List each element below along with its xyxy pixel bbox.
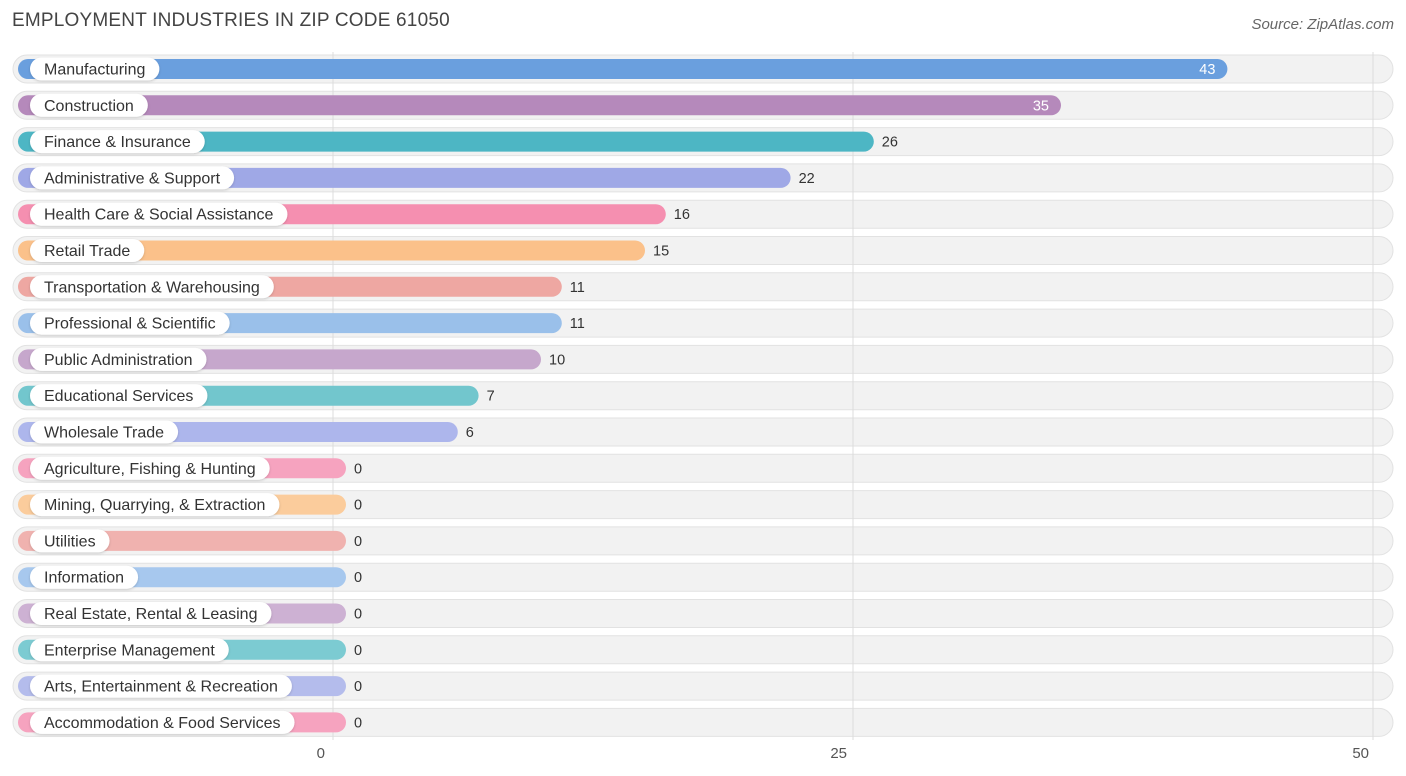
value-label: 0: [354, 643, 362, 659]
category-label: Information: [44, 570, 124, 587]
category-label-pill: [30, 529, 110, 553]
chart-title: EMPLOYMENT INDUSTRIES IN ZIP CODE 61050: [12, 10, 450, 31]
value-label: 0: [354, 498, 362, 514]
category-label: Professional & Scientific: [44, 316, 216, 333]
category-label: Retail Trade: [44, 243, 130, 260]
bar-construction[interactable]: [18, 95, 1061, 116]
category-label-pill: [30, 602, 272, 625]
value-label: 43: [1199, 62, 1215, 78]
value-label: 0: [354, 534, 362, 550]
category-label: Agriculture, Fishing & Hunting: [44, 461, 256, 478]
category-label: Arts, Entertainment & Recreation: [44, 679, 278, 696]
value-label: 11: [570, 316, 585, 332]
category-label-pill: [30, 638, 229, 662]
row-background: [12, 707, 1394, 737]
category-label-pill: [30, 347, 207, 371]
x-tick-label: 0: [317, 745, 325, 762]
row-background: [12, 671, 1394, 701]
value-label: 15: [653, 244, 669, 260]
value-label: 22: [799, 171, 815, 187]
value-label: 7: [487, 389, 495, 405]
category-label: Utilities: [44, 533, 96, 550]
row-background: [12, 562, 1394, 592]
category-label: Public Administration: [44, 352, 193, 369]
category-label: Educational Services: [44, 388, 193, 405]
value-label: 16: [674, 207, 690, 223]
category-label: Manufacturing: [44, 62, 145, 79]
category-label: Wholesale Trade: [44, 425, 164, 442]
bar-retail-trade[interactable]: [18, 240, 645, 261]
category-label-pill: [30, 239, 145, 262]
category-label-pill: [30, 493, 280, 517]
bar-manufacturing[interactable]: [18, 59, 1228, 79]
x-tick-label: 50: [1352, 745, 1369, 762]
row-background: [12, 453, 1394, 483]
row-background: [12, 635, 1394, 665]
category-label-pill: [30, 674, 292, 698]
category-label: Finance & Insurance: [44, 134, 191, 151]
category-label: Accommodation & Food Services: [44, 715, 281, 732]
category-label-pill: [30, 166, 235, 190]
category-label-pill: [30, 57, 160, 81]
category-label-pill: [30, 456, 270, 480]
category-label-pill: [30, 710, 295, 734]
value-label: 11: [570, 280, 585, 296]
category-label: Transportation & Warehousing: [44, 279, 260, 296]
category-label-pill: [30, 311, 230, 335]
value-label: 0: [354, 461, 362, 477]
chart-source: Source: ZipAtlas.com: [1251, 16, 1394, 33]
x-tick-label: 25: [830, 745, 847, 762]
category-label-pill: [30, 420, 179, 444]
category-label: Construction: [44, 98, 134, 115]
category-label-pill: [30, 130, 205, 154]
value-label: 35: [1033, 98, 1049, 114]
value-label: 6: [466, 425, 474, 441]
row-background: [12, 526, 1394, 556]
value-label: 26: [882, 135, 898, 151]
category-label: Mining, Quarrying, & Extraction: [44, 497, 265, 514]
value-label: 0: [354, 570, 362, 586]
row-background: [12, 599, 1394, 628]
value-label: 0: [354, 679, 362, 695]
row-background: [12, 490, 1394, 520]
category-label: Health Care & Social Assistance: [44, 207, 274, 224]
bar-finance-insurance[interactable]: [18, 131, 874, 152]
category-label-pill: [30, 93, 148, 117]
category-label-pill: [30, 384, 208, 408]
category-label: Administrative & Support: [44, 170, 221, 187]
value-label: 0: [354, 607, 362, 623]
category-label-pill: [30, 275, 274, 299]
value-label: 10: [549, 352, 565, 368]
value-label: 0: [354, 715, 362, 731]
category-label: Enterprise Management: [44, 642, 215, 659]
category-label: Real Estate, Rental & Leasing: [44, 606, 257, 623]
category-label-pill: [30, 565, 139, 589]
category-label-pill: [30, 202, 288, 226]
